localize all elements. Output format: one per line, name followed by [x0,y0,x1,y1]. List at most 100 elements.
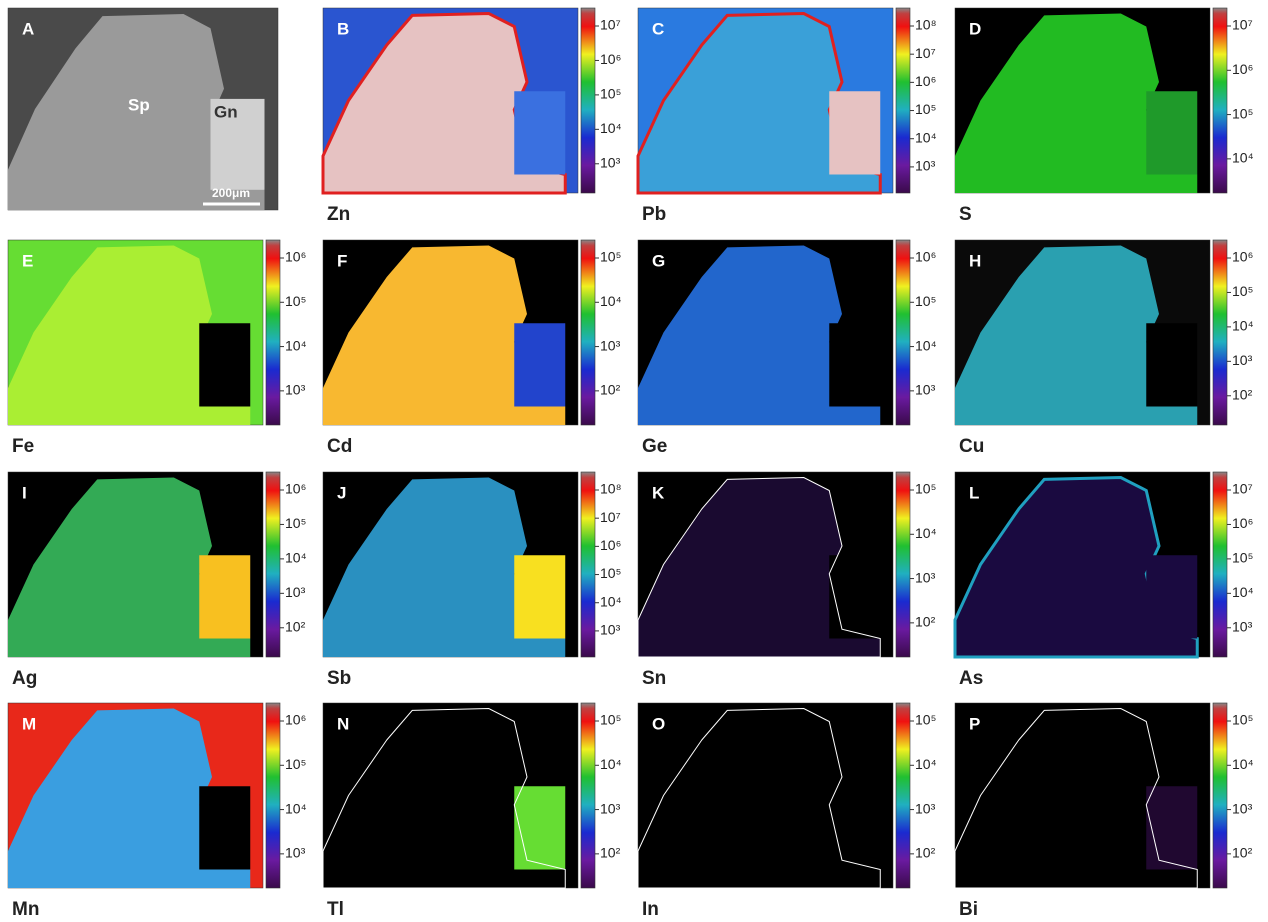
colorbar-tick-label: 10⁷ [1232,17,1253,33]
grain [955,245,1198,425]
panel: G Ge 10⁶ 10⁵ 10⁴ 10³ [637,239,937,457]
element-label: Sn [642,668,666,689]
galena-region [1146,323,1198,407]
panel-letter: P [969,714,980,733]
panel: D S 10⁷ 10⁶ 10⁵ 10⁴ [954,7,1254,225]
panel: A Sp Gn 200μm [7,7,279,211]
colorbar [580,702,596,889]
colorbar [265,239,281,426]
colorbar [265,471,281,658]
colorbar-tick-label: 10⁵ [1232,550,1253,566]
panel-letter: B [337,19,349,38]
panel: P Bi 10⁵ 10⁴ 10³ 10² [954,702,1254,920]
element-label: Pb [642,204,666,225]
element-label: As [959,668,983,689]
galena-region [199,555,251,639]
panel: J Sb 10⁸ 10⁷ 10⁶ 10⁵ 10⁴ 10³ [322,471,622,689]
colorbar-tick-label: 10³ [600,337,621,353]
colorbar-tick-label: 10⁵ [600,86,621,102]
colorbar [580,7,596,194]
colorbar-tick-label: 10² [915,614,936,630]
element-label: Cu [959,436,984,457]
galena-region [199,786,251,870]
galena-region [514,786,566,870]
grain [323,245,566,425]
colorbar [1212,7,1228,194]
panel-letter: N [337,714,349,733]
colorbar-tick-label: 10⁴ [600,593,622,609]
colorbar-tick-label: 10⁷ [600,17,621,33]
grain [8,245,251,425]
colorbar-tick-label: 10⁶ [915,249,936,265]
colorbar-tick-label: 10³ [600,622,621,638]
colorbar [580,471,596,658]
colorbar-tick-label: 10⁴ [1232,318,1254,334]
colorbar-tick-label: 10⁴ [1232,584,1254,600]
colorbar-tick-label: 10⁵ [1232,712,1253,728]
colorbar-tick-label: 10⁵ [600,249,621,265]
panel: E Fe 10⁶ 10⁵ 10⁴ 10³ [7,239,307,457]
panel: H Cu 10⁶ 10⁵ 10⁴ 10³ 10² [954,239,1254,457]
panel-letter: O [652,714,665,733]
panel-letter: G [652,251,665,270]
colorbar-tick-label: 10⁵ [285,515,306,531]
mineral-label: Gn [214,102,238,121]
colorbar-tick-label: 10² [285,618,306,634]
colorbar-tick-label: 10⁸ [600,481,622,497]
element-label: S [959,204,972,225]
colorbar-tick-label: 10⁵ [915,101,936,117]
colorbar-tick-label: 10⁶ [600,51,621,67]
colorbar-tick-label: 10⁶ [1232,61,1253,77]
colorbar-tick-label: 10⁶ [285,249,306,265]
colorbar [895,239,911,426]
element-label: Fe [12,436,34,457]
colorbar-tick-label: 10³ [285,584,306,600]
colorbar-tick-label: 10⁷ [600,509,621,525]
mineral-label: Sp [128,95,150,114]
panel: F Cd 10⁵ 10⁴ 10³ 10² [322,239,622,457]
panel-letter: J [337,483,346,502]
colorbar-tick-label: 10³ [915,158,936,174]
grain [323,477,566,657]
panel: N Tl 10⁵ 10⁴ 10³ 10² [322,702,622,920]
galena-region [514,323,566,407]
colorbar-tick-label: 10² [915,845,936,861]
grain [638,245,881,425]
colorbar-tick-label: 10⁶ [600,537,621,553]
colorbar-tick-label: 10⁴ [600,756,622,772]
colorbar-tick-label: 10³ [1232,352,1253,368]
colorbar-tick-label: 10³ [1232,618,1253,634]
colorbar-tick-label: 10⁴ [1232,756,1254,772]
scale-bar-label: 200μm [212,186,250,200]
panel-letter: A [22,19,34,38]
colorbar-tick-label: 10⁷ [915,45,936,61]
colorbar-tick-label: 10⁴ [915,337,937,353]
panel: B Zn 10⁷ 10⁶ 10⁵ 10⁴ 10³ [321,7,622,225]
panel: I Ag 10⁶ 10⁵ 10⁴ 10³ 10² [7,471,307,689]
colorbar-tick-label: 10⁵ [285,293,306,309]
panel-letter: F [337,251,347,270]
grain-outline [637,477,881,658]
galena-region [1146,555,1198,639]
colorbar-tick-label: 10⁸ [915,17,937,33]
grain-outline [637,708,881,889]
colorbar-tick-label: 10⁶ [285,481,306,497]
panel: K Sn 10⁵ 10⁴ 10³ 10² [637,471,937,689]
element-label: Bi [959,899,978,920]
element-label: Ag [12,668,37,689]
galena-region [829,91,881,175]
grain [638,708,881,888]
colorbar-tick-label: 10⁶ [1232,249,1253,265]
colorbar-tick-label: 10⁴ [285,800,307,816]
element-label: Tl [327,899,344,920]
element-label: Mn [12,899,39,920]
colorbar-tick-label: 10³ [285,382,306,398]
colorbar-tick-label: 10⁶ [285,712,306,728]
colorbar-tick-label: 10² [1232,386,1253,402]
colorbar-tick-label: 10⁴ [915,756,937,772]
element-label: Cd [327,436,352,457]
panel-letter: L [969,483,979,502]
colorbar-tick-label: 10⁴ [285,337,307,353]
colorbar [1212,471,1228,658]
